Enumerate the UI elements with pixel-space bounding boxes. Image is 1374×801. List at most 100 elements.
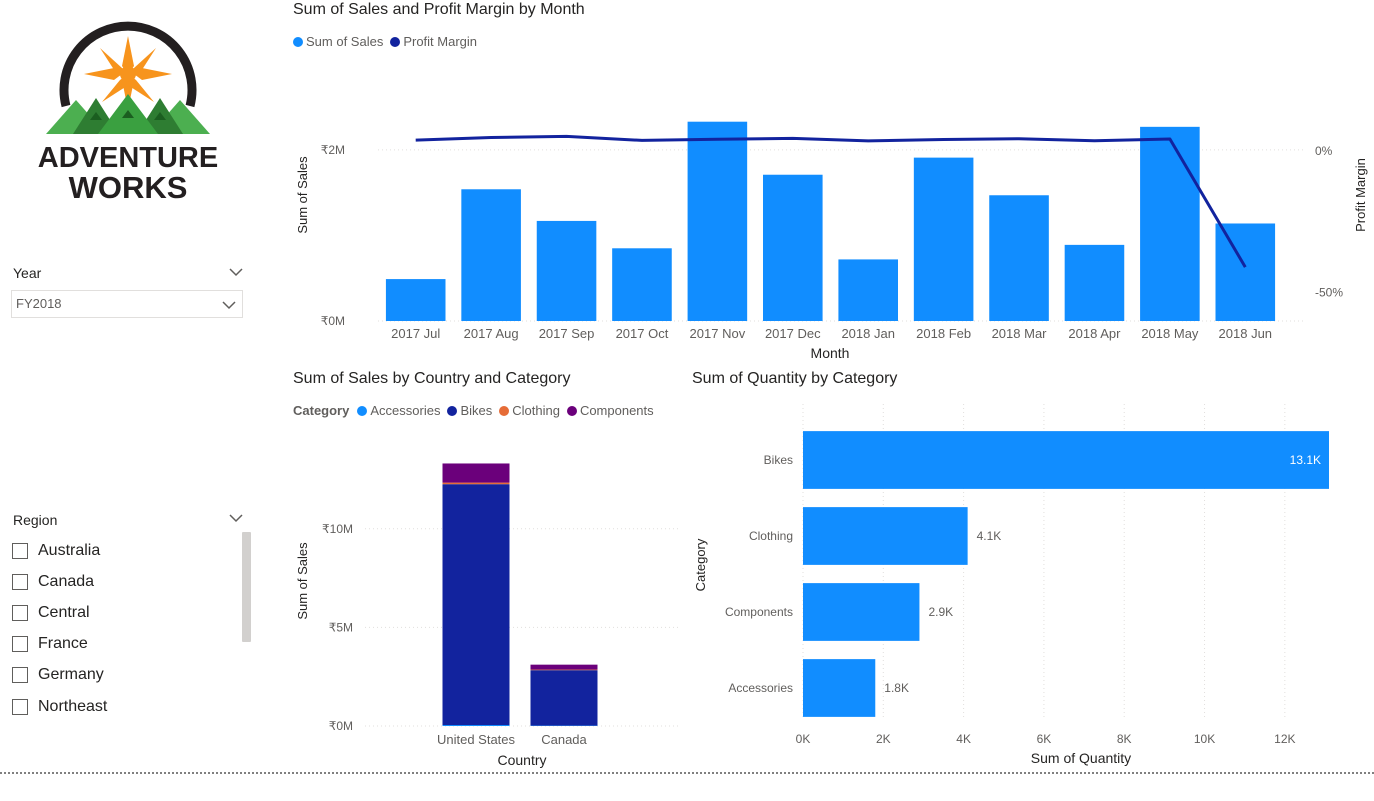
legend-label: Bikes bbox=[460, 403, 493, 418]
x-tick-label: 2017 Nov bbox=[690, 326, 746, 341]
x-tick-label: United States bbox=[437, 732, 516, 747]
bar-quantity bbox=[803, 583, 920, 641]
x-tick-label: 2018 Apr bbox=[1068, 326, 1121, 341]
region-scrollbar[interactable] bbox=[242, 532, 251, 642]
region-label: Canada bbox=[38, 572, 95, 590]
bar-segment-accessories bbox=[442, 725, 510, 726]
region-list: Australia Canada Central France Germany … bbox=[12, 535, 240, 722]
year-dropdown[interactable]: FY2018 bbox=[11, 290, 243, 318]
region-slicer-title: Region bbox=[13, 512, 58, 528]
bar-segment-bikes bbox=[530, 670, 598, 726]
y-tick-label: Accessories bbox=[728, 681, 793, 695]
legend-dot-icon bbox=[390, 36, 401, 47]
bar-segment-components bbox=[442, 463, 510, 483]
bar-sales bbox=[1064, 244, 1125, 321]
legend-label: Accessories bbox=[370, 403, 441, 418]
x-tick-label: 2017 Oct bbox=[616, 326, 669, 341]
region-label: France bbox=[38, 635, 88, 653]
legend-dot-icon bbox=[357, 405, 368, 416]
x-tick-label: Canada bbox=[541, 732, 587, 747]
adventure-works-logo: ADVENTURE WORKS bbox=[28, 14, 228, 205]
checkbox[interactable] bbox=[12, 698, 28, 715]
chart1-y2label: Profit Margin bbox=[1353, 158, 1368, 232]
x-tick-label: 12K bbox=[1274, 732, 1295, 746]
x-tick-label: 2018 Jun bbox=[1219, 326, 1273, 341]
legend-item-clothing[interactable]: Clothing bbox=[499, 403, 560, 418]
region-item-australia[interactable]: Australia bbox=[12, 535, 240, 566]
legend-dot-icon bbox=[566, 405, 577, 416]
legend-item-bikes[interactable]: Bikes bbox=[447, 403, 492, 418]
checkbox[interactable] bbox=[12, 667, 28, 684]
logo-text-line2: WORKS bbox=[69, 170, 188, 204]
chart2-ylabel: Sum of Sales bbox=[295, 542, 310, 620]
chevron-down-icon[interactable] bbox=[229, 267, 243, 277]
chart3-quantity-by-category: Category Sum of Quantity 0K 2K 4K 6K 8K 10K 12… bbox=[693, 404, 1329, 766]
bar-sales bbox=[913, 157, 974, 321]
y-tick-label: ₹0M bbox=[329, 719, 353, 733]
legend-label: Sum of Sales bbox=[306, 34, 384, 49]
legend-dot-icon bbox=[499, 405, 510, 416]
chart3-ylabel: Category bbox=[693, 538, 708, 591]
chevron-down-icon[interactable] bbox=[222, 300, 236, 310]
legend-item-margin[interactable]: Profit Margin bbox=[390, 34, 477, 49]
region-item-france[interactable]: France bbox=[12, 629, 240, 660]
y-tick-label: ₹0M bbox=[321, 314, 345, 328]
mountains-icon bbox=[46, 94, 210, 134]
region-item-germany[interactable]: Germany bbox=[12, 660, 240, 691]
chart1-xlabel: Month bbox=[811, 345, 850, 361]
checkbox[interactable] bbox=[12, 573, 28, 590]
bar-segment-clothing bbox=[530, 669, 598, 671]
x-tick-label: 4K bbox=[956, 732, 971, 746]
y-tick-label: ₹10M bbox=[322, 522, 353, 536]
chevron-down-icon[interactable] bbox=[229, 513, 243, 523]
x-tick-label: 0K bbox=[796, 732, 811, 746]
chart1-title: Sum of Sales and Profit Margin by Month bbox=[293, 1, 585, 18]
x-tick-label: 2018 Jan bbox=[841, 326, 895, 341]
bar-quantity bbox=[803, 431, 1329, 489]
x-tick-label: 2017 Dec bbox=[765, 326, 821, 341]
y2-tick-label: -50% bbox=[1315, 286, 1343, 300]
chart2-title: Sum of Sales by Country and Category bbox=[293, 370, 571, 387]
chart1-legend: Sum of Sales Profit Margin bbox=[293, 34, 484, 49]
region-label: Northeast bbox=[38, 697, 108, 715]
chart3-title: Sum of Quantity by Category bbox=[692, 370, 898, 387]
legend-label: Components bbox=[579, 403, 654, 418]
checkbox[interactable] bbox=[12, 636, 28, 653]
x-tick-label: 2017 Aug bbox=[464, 326, 519, 341]
bar-segment-components bbox=[530, 664, 598, 670]
data-label: 2.9K bbox=[928, 605, 953, 619]
region-label: Australia bbox=[38, 541, 101, 559]
x-tick-label: 6K bbox=[1037, 732, 1052, 746]
year-dropdown-value: FY2018 bbox=[16, 296, 62, 311]
bar-sales bbox=[838, 259, 898, 321]
bar-sales bbox=[687, 121, 748, 321]
legend-item-sales[interactable]: Sum of Sales bbox=[293, 34, 383, 49]
y-tick-label: Clothing bbox=[749, 529, 793, 543]
legend-item-accessories[interactable]: Accessories bbox=[357, 403, 440, 418]
legend-dot-icon bbox=[447, 405, 458, 416]
data-label: 4.1K bbox=[977, 529, 1002, 543]
region-item-canada[interactable]: Canada bbox=[12, 566, 240, 597]
x-tick-label: 2017 Sep bbox=[539, 326, 595, 341]
region-item-central[interactable]: Central bbox=[12, 597, 240, 628]
chart1-sales-margin: Sum of Sales Profit Margin Month ₹0M ₹2M 0… bbox=[295, 121, 1368, 361]
page-bottom-border bbox=[0, 772, 1374, 774]
bar-sales bbox=[612, 248, 672, 321]
checkbox[interactable] bbox=[12, 604, 28, 621]
region-label: Central bbox=[38, 603, 90, 621]
chart1-ylabel: Sum of Sales bbox=[295, 156, 310, 234]
x-tick-label: 8K bbox=[1117, 732, 1132, 746]
checkbox[interactable] bbox=[12, 542, 28, 559]
bar-sales bbox=[461, 189, 521, 321]
legend-dot-icon bbox=[293, 36, 303, 47]
bar-segment-clothing bbox=[442, 482, 510, 485]
bar-quantity bbox=[803, 507, 968, 565]
region-item-northeast[interactable]: Northeast bbox=[12, 691, 240, 722]
x-tick-label: 2017 Jul bbox=[391, 326, 440, 341]
chart3-xlabel: Sum of Quantity bbox=[1031, 750, 1131, 766]
line-profit-margin bbox=[415, 134, 1247, 268]
logo-graphic: ADVENTURE WORKS bbox=[38, 21, 218, 205]
legend-item-components[interactable]: Components bbox=[566, 403, 654, 418]
legend-title: Category bbox=[293, 403, 350, 418]
y-tick-label: ₹2M bbox=[321, 143, 345, 157]
